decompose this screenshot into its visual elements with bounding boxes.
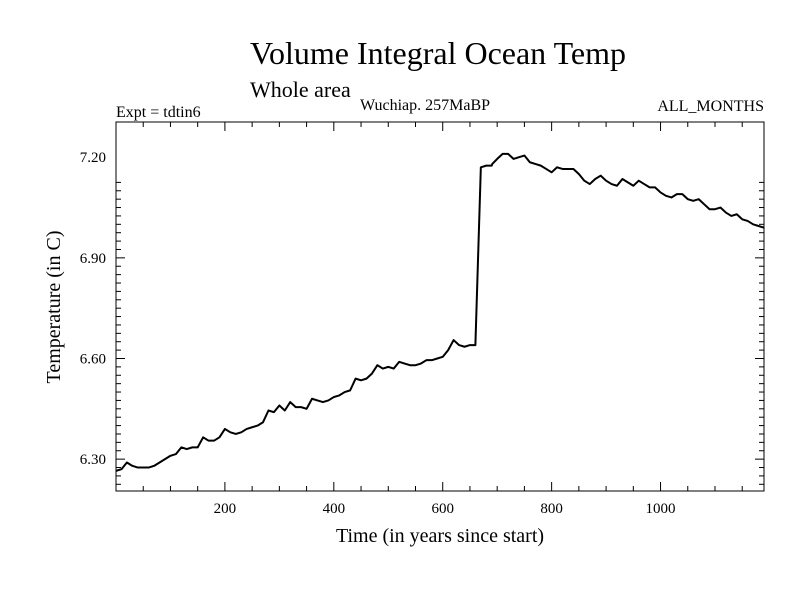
x-tick-label: 800 xyxy=(540,501,563,517)
y-tick-label: 6.60 xyxy=(80,351,106,367)
x-tick-label: 600 xyxy=(431,501,454,517)
x-axis: 200 400 600 800 1000 xyxy=(142,122,743,517)
series-line xyxy=(115,152,765,472)
chart-title: Volume Integral Ocean Temp xyxy=(250,35,626,71)
y-tick-label: 6.90 xyxy=(80,251,106,267)
x-axis-label: Time (in years since start) xyxy=(336,525,544,547)
x-tick-label: 200 xyxy=(214,501,237,517)
x-tick-label: 1000 xyxy=(646,501,676,517)
y-axis: 6.30 6.60 6.90 7.20 xyxy=(80,150,764,485)
chart-subtitle: Whole area xyxy=(250,77,351,102)
plot-frame xyxy=(115,121,765,492)
months-label: ALL_MONTHS xyxy=(657,98,764,115)
x-tick-label: 400 xyxy=(323,501,346,517)
experiment-label: Expt = tdtin6 xyxy=(116,104,201,121)
y-axis-label: Temperature (in C) xyxy=(43,231,65,384)
y-tick-label: 6.30 xyxy=(80,452,106,468)
y-tick-label: 7.20 xyxy=(80,150,106,166)
period-label: Wuchiap. 257MaBP xyxy=(360,97,490,114)
